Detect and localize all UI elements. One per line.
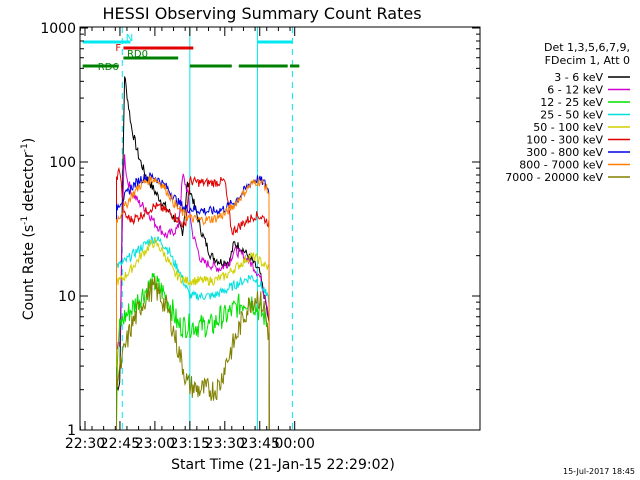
- y-tick-label: 1000: [40, 21, 76, 37]
- x-tick-label: 23:15: [170, 436, 210, 452]
- plot-frame: [79, 26, 481, 431]
- legend: Det 1,3,5,6,7,9, FDecim 1, Att 0 3 - 6 k…: [505, 41, 630, 184]
- series-line: [116, 175, 270, 431]
- f-state-label: F: [115, 43, 121, 54]
- series-line: [116, 172, 270, 431]
- legend-header-line-2: FDecim 1, Att 0: [545, 54, 630, 67]
- legend-label: 50 - 100 keV: [533, 121, 603, 134]
- x-axis-label: Start Time (21-Jan-15 22:29:02): [171, 457, 395, 473]
- legend-label: 25 - 50 keV: [540, 109, 603, 122]
- series-line: [116, 237, 270, 431]
- date-stamp: 15-Jul-2017 18:45: [563, 467, 635, 476]
- x-tick-label: 23:30: [205, 436, 245, 452]
- chart-title: HESSI Observing Summary Count Rates: [102, 4, 421, 23]
- series-line: [116, 276, 270, 431]
- y-axis-label: Count Rate (s-1 detector-1): [20, 138, 37, 320]
- vertical-markers: [121, 27, 293, 430]
- state-bars: NF RD0 RD6: [82, 33, 300, 73]
- x-tick-label: 00:00: [275, 436, 315, 452]
- y-axis: 1 10 100 1000: [40, 21, 480, 439]
- legend-label: 800 - 7000 keV: [519, 159, 603, 172]
- legend-label: 3 - 6 keV: [554, 71, 603, 84]
- x-tick-label: 23:45: [240, 436, 280, 452]
- series-line: [116, 166, 270, 431]
- n-state-label: N: [126, 33, 133, 44]
- legend-header-line-1: Det 1,3,5,6,7,9,: [544, 41, 630, 54]
- legend-label: 6 - 12 keV: [547, 84, 603, 97]
- legend-label: 100 - 300 keV: [526, 134, 603, 147]
- legend-label: 12 - 25 keV: [540, 96, 603, 109]
- rd0-state-label: RD0: [127, 49, 148, 60]
- rd6-state-label: RD6: [98, 62, 119, 73]
- legend-label: 7000 - 20000 keV: [505, 171, 603, 184]
- series-line: [116, 76, 270, 431]
- x-tick-label: 22:30: [65, 436, 105, 452]
- y-tick-label: 100: [49, 155, 76, 171]
- x-tick-label: 22:45: [100, 436, 140, 452]
- series-line: [116, 272, 270, 431]
- series-line: [116, 235, 270, 431]
- x-tick-label: 23:00: [135, 436, 175, 452]
- legend-label: 300 - 800 keV: [526, 146, 603, 159]
- series-layer: [116, 76, 270, 431]
- y-tick-label: 1: [67, 423, 76, 439]
- y-tick-label: 10: [58, 289, 76, 305]
